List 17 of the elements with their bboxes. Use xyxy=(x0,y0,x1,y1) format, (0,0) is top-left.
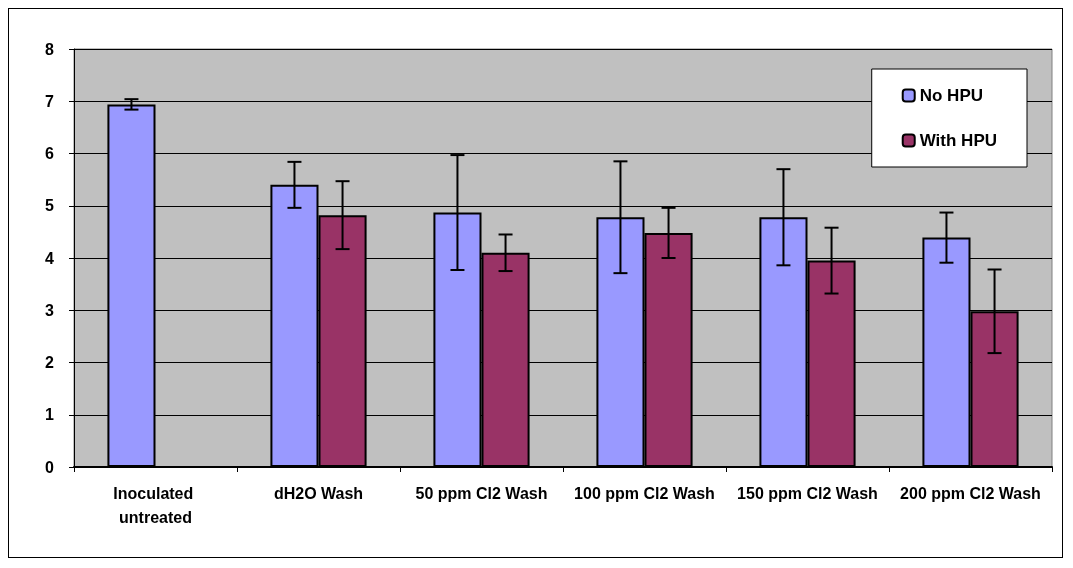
x-tick-label: Inoculated untreated xyxy=(113,484,198,526)
legend-label: With HPU xyxy=(919,131,997,150)
x-tick-label: 200 ppm Cl2 Wash xyxy=(900,484,1041,502)
x-tick-label: 100 ppm Cl2 Wash xyxy=(574,484,715,502)
y-tick-label: 0 xyxy=(45,458,55,476)
y-tick-label: 3 xyxy=(45,301,55,319)
legend-label: No HPU xyxy=(919,86,983,105)
x-tick-label: dH2O Wash xyxy=(273,484,364,502)
y-tick-label: 4 xyxy=(45,249,55,267)
y-tick-label: 6 xyxy=(45,145,55,162)
x-tick-label: 150 ppm Cl2 Wash xyxy=(737,484,878,502)
x-tick-label: 50 ppm Cl2 Wash xyxy=(415,484,548,502)
y-tick-label: 2 xyxy=(45,354,55,371)
y-tick-label: 1 xyxy=(45,406,55,424)
y-tick-label: 8 xyxy=(45,40,55,58)
y-tick-label: 5 xyxy=(45,197,55,215)
y-tick-label: 7 xyxy=(45,92,55,110)
